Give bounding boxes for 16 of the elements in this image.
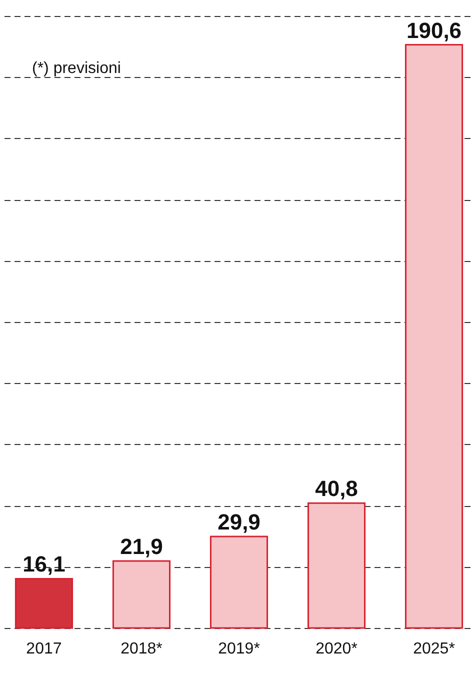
data-label: 40,8 xyxy=(315,476,358,502)
bar xyxy=(210,536,268,629)
x-tick-label: 2020* xyxy=(316,640,358,658)
bar xyxy=(404,44,464,629)
data-label: 16,1 xyxy=(22,552,66,577)
data-label: 21,9 xyxy=(120,534,163,559)
annotation: (*) previsioni xyxy=(32,60,121,77)
data-label: 190,6 xyxy=(406,18,462,43)
data-label: 29,9 xyxy=(218,510,260,535)
x-tick-label: 2017 xyxy=(26,640,62,658)
x-tick-label: 2019* xyxy=(218,640,260,658)
x-tick-label: 2018* xyxy=(120,640,162,658)
x-tick-label: 2025* xyxy=(413,640,455,658)
bar xyxy=(112,560,171,629)
bar xyxy=(307,502,366,629)
bar xyxy=(14,578,74,629)
